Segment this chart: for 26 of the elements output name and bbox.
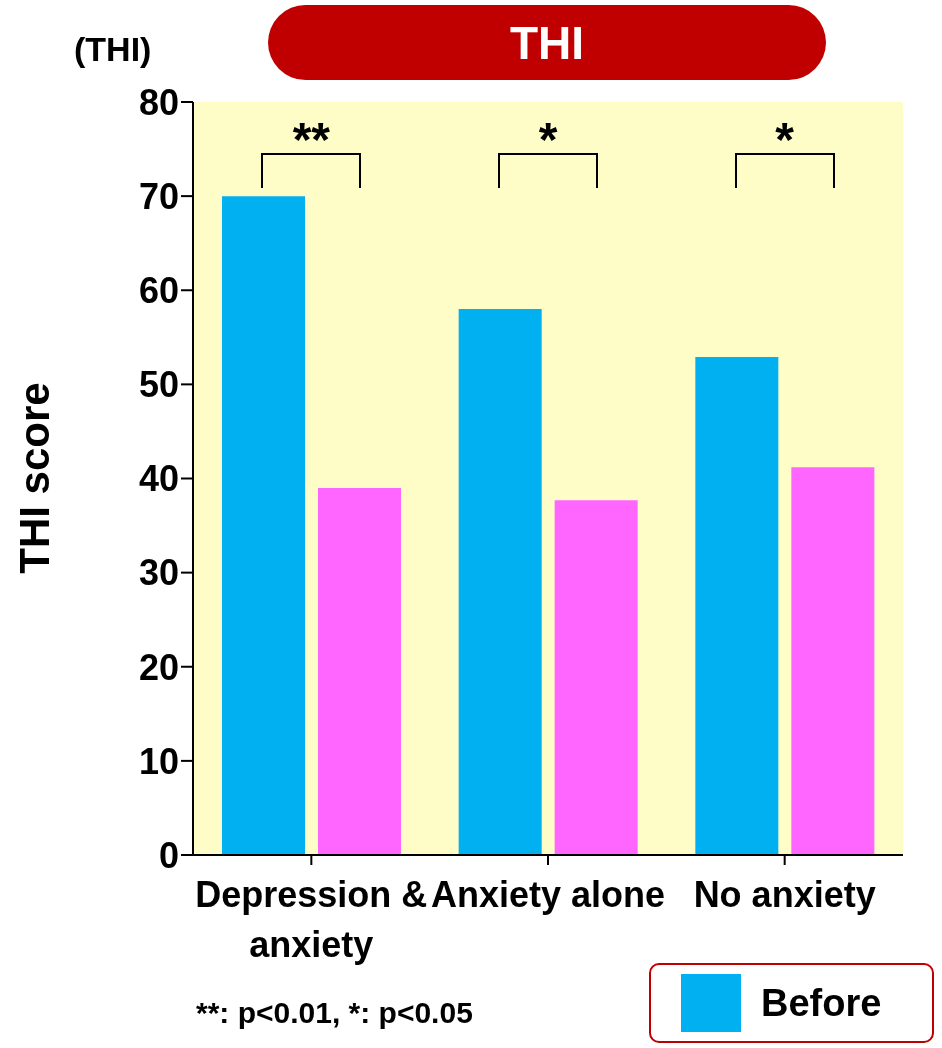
x-tick-label: Depression & anxiety (195, 874, 428, 965)
x-tick-label: Anxiety alone (430, 874, 666, 915)
y-axis-title: THI score (10, 381, 59, 576)
annotation: ** (291, 113, 331, 166)
text: (THI) (74, 30, 152, 69)
text: **: p<0.01, *: p<0.05 (196, 996, 473, 1030)
y-tick-label: 60 (138, 270, 179, 312)
y-tick-label: 80 (138, 81, 179, 123)
y-tick-label: 40 (138, 458, 179, 500)
bar (791, 467, 875, 855)
y-tick-label: 10 (138, 740, 179, 782)
legend-label: Before (761, 981, 882, 1025)
x-tick-label: No anxiety (693, 874, 876, 915)
y-tick-label: 0 (158, 834, 179, 876)
bar (318, 487, 401, 855)
y-tick-label: 70 (138, 175, 179, 217)
bar (554, 500, 638, 855)
annotation: * (774, 113, 795, 166)
bar (458, 309, 542, 855)
y-tick-label: 50 (138, 364, 179, 406)
annotation: * (537, 113, 559, 166)
y-tick-label: 20 (138, 646, 179, 688)
y-tick-label: 30 (138, 552, 179, 594)
bar (695, 357, 779, 855)
bar (222, 196, 305, 855)
chart-title: THI (268, 5, 826, 80)
